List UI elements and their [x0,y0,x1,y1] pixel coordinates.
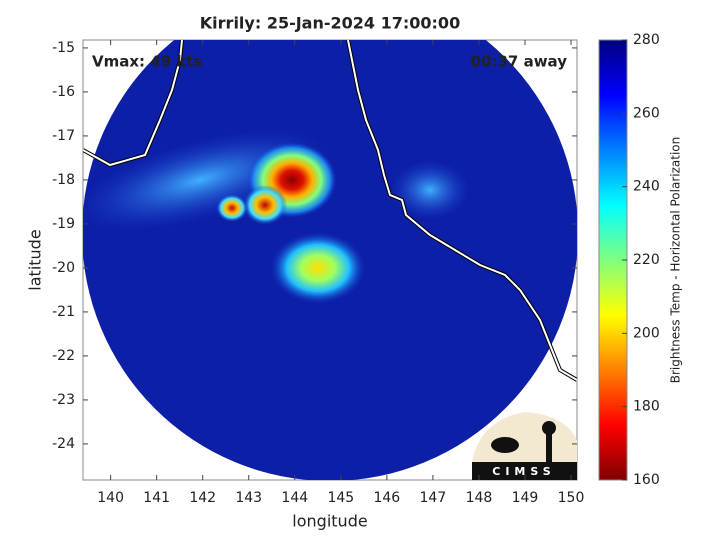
x-tick-label: 142 [189,490,216,506]
logo: CIMSS [472,412,577,480]
y-tick-label: -18 [52,172,75,188]
colorbar-tick-label: 200 [633,325,660,341]
x-tick-label: 148 [466,490,493,506]
x-tick-label: 150 [558,490,585,506]
annotation: 00:37 away [471,53,568,71]
y-tick-label: -24 [52,436,75,452]
y-axis-label: latitude [26,229,45,290]
annotation: Vmax: 49 kts [92,53,202,71]
x-axis-label: longitude [292,512,367,531]
x-tick-label: 146 [373,490,400,506]
x-tick-label: 140 [97,490,124,506]
satellite-image [83,40,577,480]
colorbar-label: Brightness Temp - Horizontal Polarizatio… [669,137,683,384]
y-tick-label: -22 [52,348,75,364]
y-tick-label: -21 [52,304,75,320]
x-tick-label: 147 [420,490,447,506]
y-tick-label: -20 [52,260,75,276]
colorbar-tick-label: 260 [633,105,660,121]
x-tick-label: 143 [235,490,262,506]
chart-title: Kirrily: 25-Jan-2024 17:00:00 [200,14,460,33]
colorbar-tick-label: 220 [633,252,660,268]
y-tick-label: -15 [52,40,75,56]
x-tick-label: 149 [512,490,539,506]
colorbar-tick-label: 180 [633,399,660,415]
y-tick-label: -16 [52,84,75,100]
colorbar-tick-label: 280 [633,32,660,48]
colorbar-tick-label: 240 [633,179,660,195]
x-tick-label: 144 [281,490,308,506]
colorbar-tick-label: 160 [633,472,660,488]
y-tick-label: -23 [52,392,75,408]
y-tick-label: -17 [52,128,75,144]
logo-text: CIMSS [492,465,555,478]
x-tick-label: 141 [143,490,170,506]
x-tick-label: 145 [327,490,354,506]
y-tick-label: -19 [52,216,75,232]
